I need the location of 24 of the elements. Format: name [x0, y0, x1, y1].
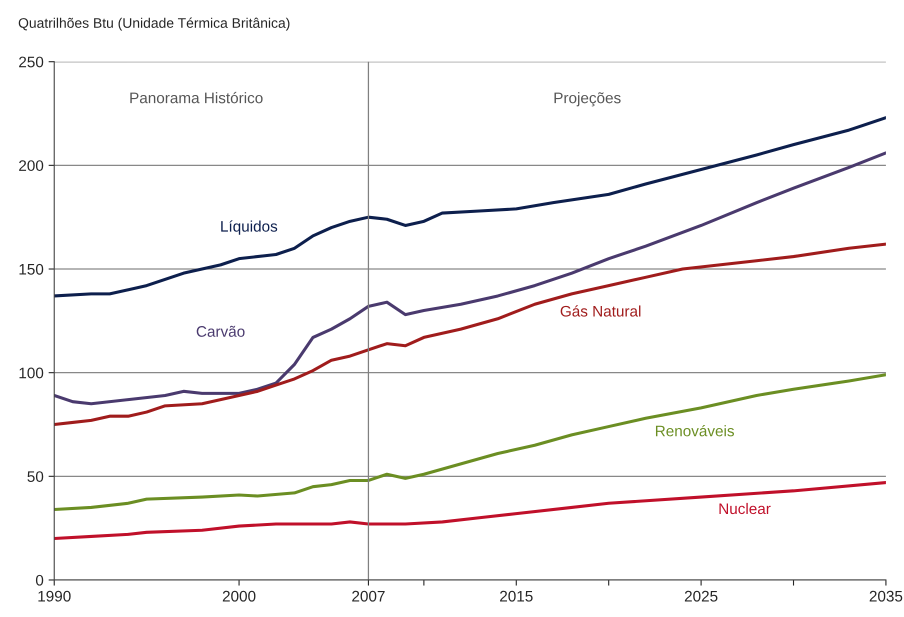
line-series [54, 151, 886, 406]
series-label: Líquidos [221, 220, 278, 235]
line-series [54, 242, 886, 426]
x-tick-label: 2000 [222, 590, 256, 602]
series-label: Renováveis [656, 424, 734, 436]
y-tick-label: 0 [36, 574, 44, 586]
line-series [54, 116, 886, 298]
y-tick-label: 250 [19, 56, 44, 68]
line-series [54, 481, 886, 540]
text: Carvão [196, 326, 245, 337]
annotation: Panorama Histórico [130, 92, 263, 104]
y-axis-title: Quatrilhões Btu (Unidade Térmica Britânica) [18, 18, 290, 31]
y-tick-label: 200 [19, 160, 44, 172]
y-tick-label: 100 [20, 368, 44, 378]
x-tick-label: 2025 [684, 590, 718, 602]
x-tick-label: 2035 [870, 590, 902, 602]
annotation: Projeções [554, 92, 621, 106]
x-tick-label: 1990 [38, 590, 71, 602]
series-label: Gás Natural [560, 305, 640, 317]
y-tick-label: 50 [27, 471, 44, 482]
y-tick-label: 150 [20, 264, 44, 275]
x-tick-label: 2015 [500, 590, 533, 602]
x-tick-label: 2007 [352, 590, 385, 602]
series-label: Nuclear [719, 502, 771, 514]
